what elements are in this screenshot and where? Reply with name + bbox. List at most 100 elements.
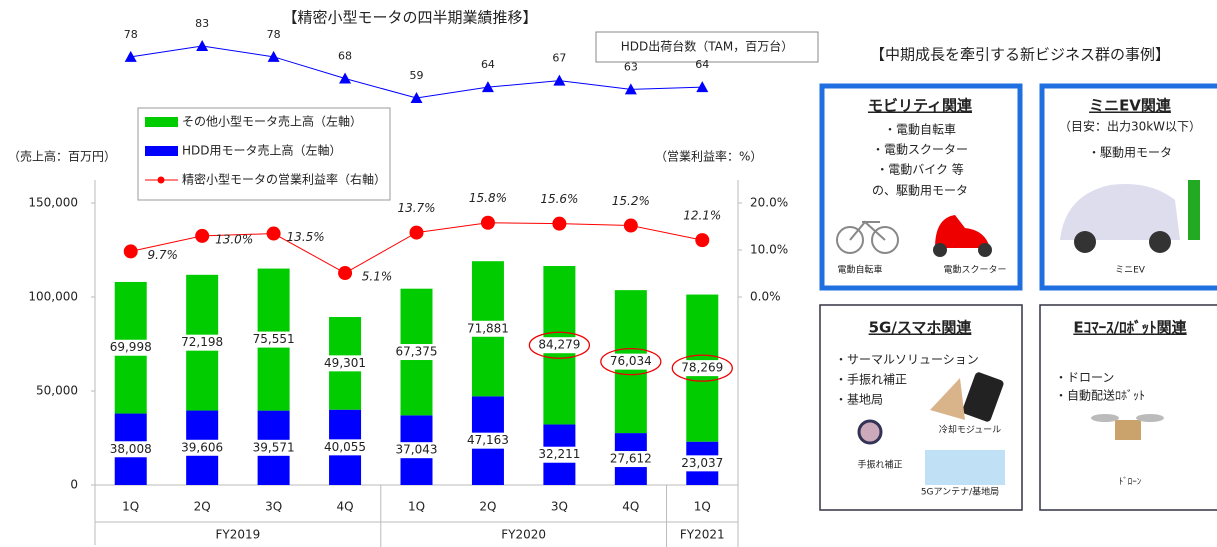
y2-tick-label: 10.0%	[750, 243, 788, 257]
line-point	[123, 244, 138, 259]
highlight-circle	[671, 354, 733, 382]
line-point	[409, 225, 424, 240]
line-point	[195, 228, 210, 243]
line-value-label: 83	[195, 17, 209, 30]
label-bg	[608, 353, 653, 370]
line-value-label: 5.1%	[362, 270, 393, 284]
panel-title: ミニEV関連	[1089, 97, 1172, 115]
group-label: FY2020	[501, 528, 546, 542]
image-caption: ミニEV	[1115, 266, 1146, 276]
highlight-circle	[600, 347, 662, 376]
line-value-label: 15.8%	[469, 191, 507, 205]
drone-icon	[1091, 414, 1164, 440]
line-point	[480, 215, 495, 230]
label-bg	[108, 441, 153, 458]
line-point	[481, 81, 494, 93]
image-caption: 手振れ補正	[857, 459, 902, 471]
panel-line: ・サーマルソリューション	[835, 353, 979, 367]
y-tick-label: 150,000	[28, 196, 78, 210]
panel-line: （目安：出力30kW以下）	[1059, 119, 1201, 134]
bar-value-label: 69,998	[110, 340, 152, 354]
line-value-label: 64	[695, 58, 709, 71]
line-value-label: 15.2%	[612, 194, 650, 208]
panel-box	[1039, 304, 1217, 511]
hdd-label-box	[595, 31, 819, 63]
y-tick-label: 50,000	[36, 384, 78, 398]
x-tick-label: 4Q	[622, 500, 639, 514]
legend-swatch	[157, 176, 165, 184]
bar-value-label: 84,279	[538, 338, 580, 352]
antenna-icon	[925, 450, 1005, 485]
bar-value-label: 37,043	[396, 443, 438, 457]
image-caption: 冷却モジュール	[939, 424, 1001, 436]
panel-line: ・手振れ補正	[835, 373, 907, 387]
x-tick-label: 1Q	[122, 500, 139, 514]
phone-icon	[930, 372, 1004, 422]
line-value-label: 78	[124, 28, 138, 41]
panel-title: Eｺﾏｰｽ/ﾛﾎﾞｯﾄ関連	[1073, 319, 1187, 337]
legend-label: HDD用モータ売上高（左軸）	[182, 143, 342, 158]
y2-tick-label: 0.0%	[750, 290, 781, 304]
panel-line: ・電動自転車	[884, 123, 956, 137]
bicycle-icon	[836, 220, 899, 254]
label-bg	[251, 439, 296, 456]
panel-line: ・電動バイク 等	[876, 163, 964, 177]
label-bg	[680, 455, 725, 472]
label-bg	[251, 331, 296, 348]
hdd-series-label: HDD出荷台数（TAM，百万台）	[621, 39, 793, 54]
panel-line: ・ドローン	[1055, 371, 1114, 385]
panel-line: ・電動スクーター	[872, 143, 968, 157]
label-bg	[394, 442, 439, 459]
line-value-label: 12.1%	[683, 209, 721, 223]
bar-value-label: 78,269	[681, 361, 723, 375]
highlight-circle	[528, 331, 591, 359]
legend-swatch	[145, 117, 178, 127]
panels: モビリティ関連・電動自転車・電動スクーター・電動バイク 等の、駆動用モータ電動自…	[835, 97, 1201, 498]
image-caption: 電動スクーター	[943, 265, 1006, 276]
line-point	[552, 216, 567, 231]
label-bg	[108, 339, 153, 356]
legend-label: その他小型モータ売上高（左軸）	[182, 114, 362, 129]
label-bg	[180, 439, 225, 456]
ev-icon	[1060, 180, 1200, 253]
line-point	[624, 83, 637, 95]
chart: 0 50,000 100,000 150,000 0.0% 10.0% 20.0% FY201…	[28, 17, 788, 547]
y2-tick-label: 20.0%	[750, 196, 788, 210]
panel-line: の、駆動用モータ	[872, 184, 968, 198]
line-point	[553, 74, 566, 86]
panels-title: 【中期成長を牽引する新ビジネス群の事例】	[870, 46, 1170, 64]
bar-value-label: 23,037	[681, 456, 723, 470]
line-point	[196, 40, 209, 51]
line-value-label: 13.0%	[215, 232, 253, 246]
group-label: FY2019	[215, 528, 260, 542]
scooter-icon	[933, 215, 992, 257]
line-value-label: 78	[267, 28, 281, 41]
bar-value-label: 47,163	[467, 433, 509, 447]
x-tick-label: 1Q	[408, 500, 425, 514]
y2-axis-label: （営業利益率：%）	[655, 149, 762, 164]
x-tick-label: 2Q	[194, 500, 211, 514]
label-bg	[323, 439, 368, 456]
line-value-label: 9.7%	[147, 248, 178, 262]
label-bg	[323, 355, 368, 372]
line-value-label: 13.7%	[397, 201, 435, 215]
legend-swatch	[145, 146, 178, 156]
line-value-label: 67	[552, 52, 566, 65]
image-caption: 5Gアンテナ/基地局	[921, 486, 999, 498]
label-bg	[465, 432, 510, 449]
x-tick-label: 3Q	[265, 500, 282, 514]
label-bg	[608, 451, 653, 468]
stabilizer-icon	[857, 419, 883, 445]
line-point	[695, 233, 710, 248]
panel-line: ・自動配送ﾛﾎﾞｯﾄ	[1055, 388, 1145, 403]
bar-value-label: 32,211	[538, 447, 580, 461]
x-tick-label: 3Q	[551, 500, 568, 514]
line-point	[339, 72, 352, 84]
panel-title: モビリティ関連	[868, 97, 973, 115]
bar-value-label: 71,881	[467, 321, 509, 335]
line-value-label: 15.6%	[540, 192, 578, 206]
image-caption: ﾄﾞﾛｰﾝ	[1119, 477, 1142, 488]
bar-value-label: 76,034	[610, 354, 652, 368]
bar-value-label: 72,198	[181, 335, 223, 349]
legend-label: 精密小型モータの営業利益率（右軸）	[182, 172, 386, 187]
